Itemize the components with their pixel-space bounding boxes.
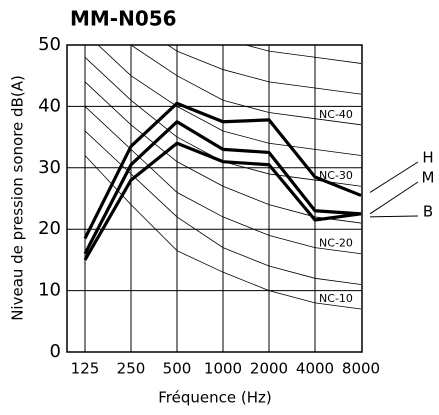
nc-label: NC-20 (319, 237, 353, 250)
series-line (83, 120, 362, 255)
nc-label: NC-10 (319, 292, 353, 305)
legend-label: H (422, 149, 433, 167)
x-tick-label: 2000 (250, 360, 288, 378)
series-line (83, 141, 362, 261)
y-axis-label: Niveau de pression sonore dB(A) (9, 75, 27, 321)
x-tick-label: 8000 (342, 360, 380, 378)
x-axis-label: Fréquence (Hz) (158, 389, 271, 407)
x-tick-label: 125 (71, 360, 100, 378)
series-line (83, 101, 362, 240)
y-tick-label: 40 (38, 95, 61, 116)
legend-label: M (422, 169, 435, 187)
y-tick-label: 50 (38, 34, 61, 55)
leader-line (369, 181, 419, 215)
y-tick-label: 0 (50, 341, 61, 362)
x-tick-label: 250 (117, 360, 146, 378)
chart-title: MM-N056 (70, 7, 177, 31)
y-tick-label: 20 (38, 218, 61, 239)
leader-line (369, 215, 419, 218)
nc-label: NC-30 (319, 169, 353, 182)
y-tick-label: 30 (38, 157, 61, 178)
x-tick-label: 1000 (204, 360, 242, 378)
nc-label: NC-40 (319, 108, 353, 121)
y-tick-label: 10 (38, 280, 61, 301)
leader-line (369, 161, 419, 193)
x-tick-label: 500 (163, 360, 192, 378)
legend-label: B (423, 203, 433, 221)
plot-frame (66, 44, 363, 353)
x-tick-label: 4000 (296, 360, 334, 378)
